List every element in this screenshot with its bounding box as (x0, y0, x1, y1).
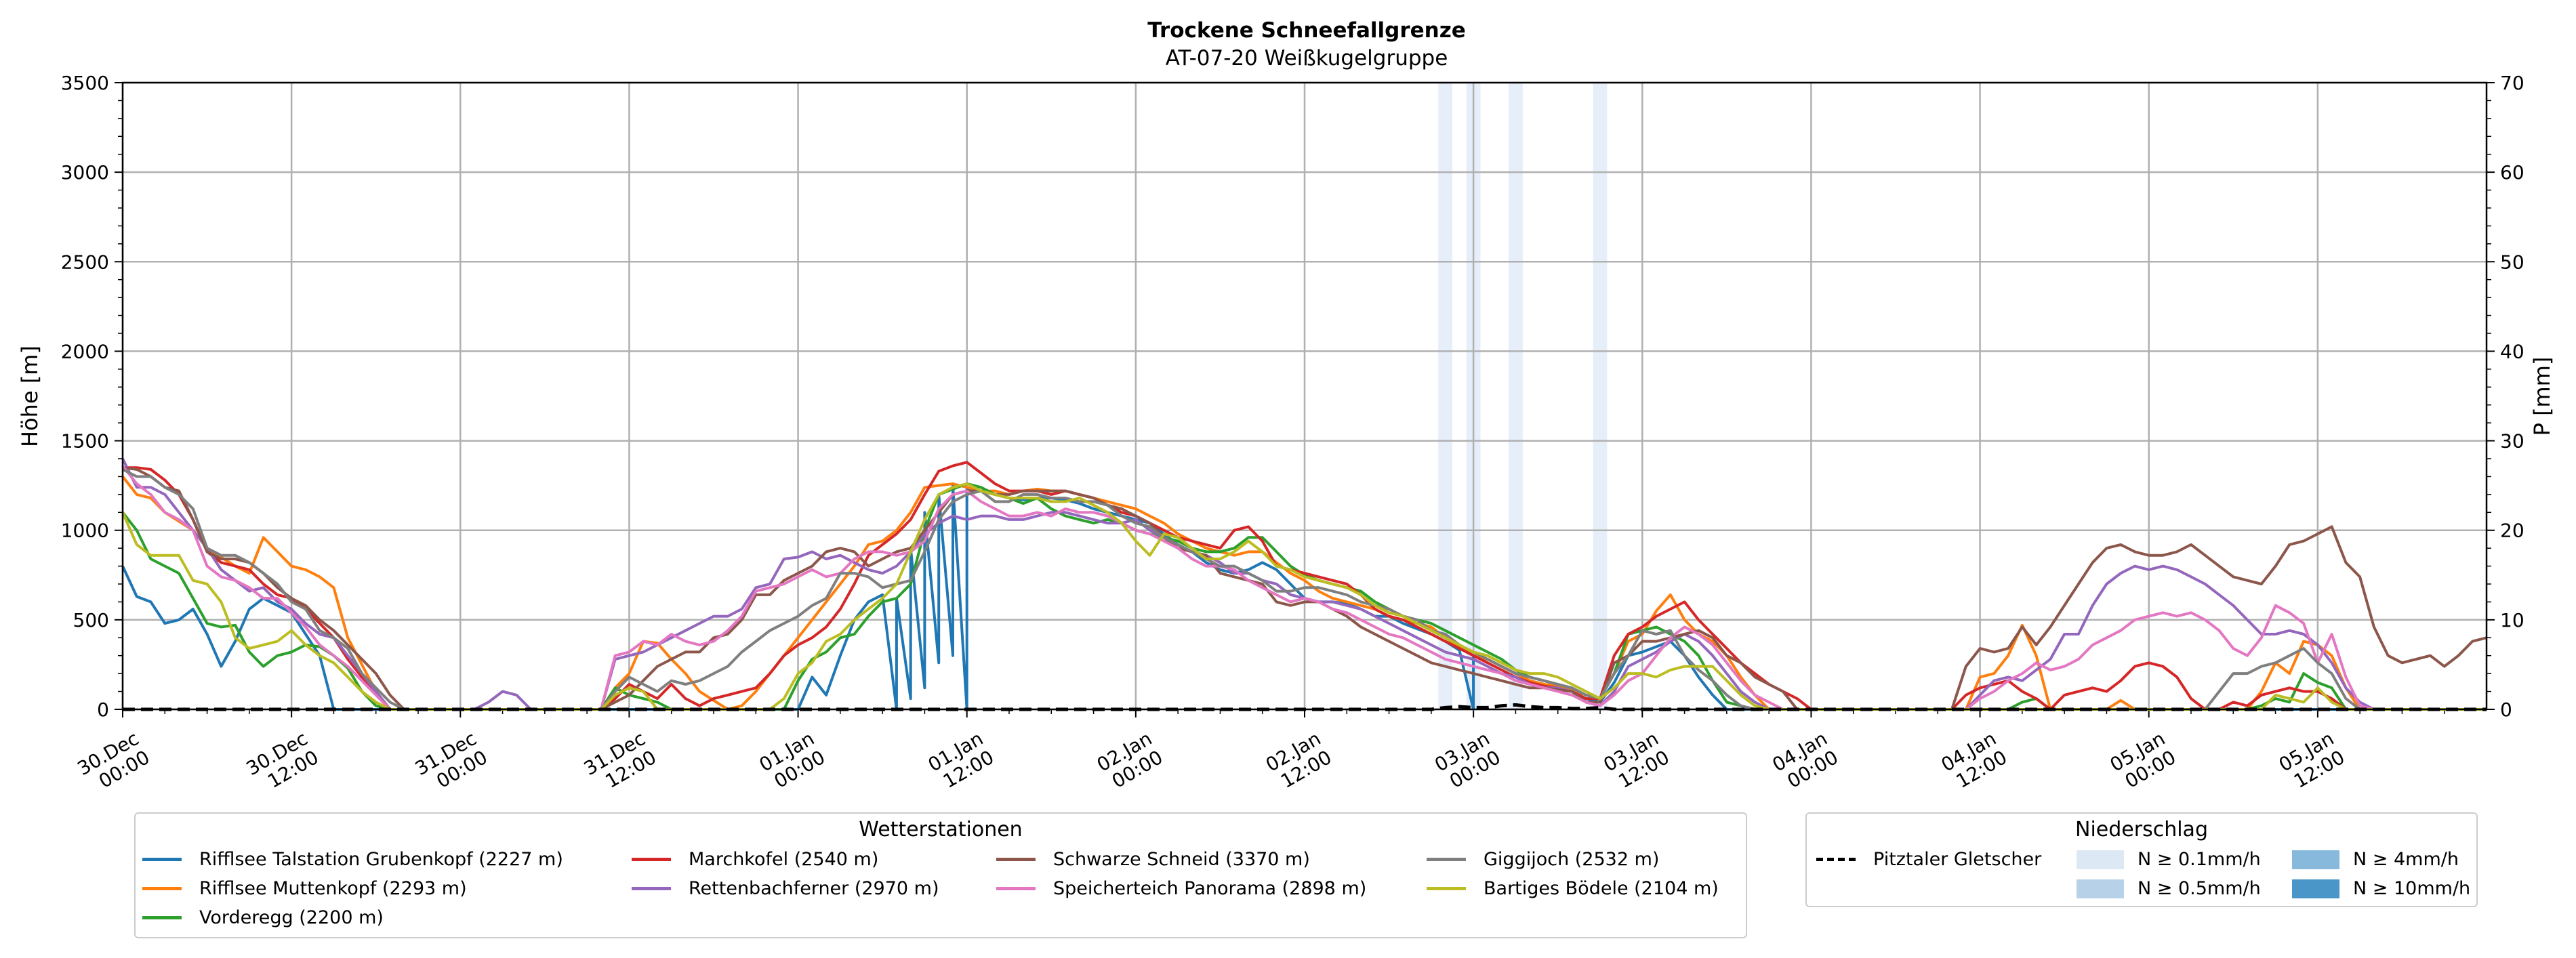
legend-label: Giggijoch (2532 m) (1484, 849, 1660, 870)
legend-label: Rifflsee Muttenkopf (2293 m) (199, 878, 467, 899)
y-tick-label: 2500 (61, 251, 109, 273)
legend-entry: N ≥ 0.5mm/h (2077, 878, 2261, 899)
y-tick-label: 3000 (61, 161, 109, 184)
legend-label: Rettenbachferner (2970 m) (689, 878, 939, 899)
y-tick-label: 500 (73, 609, 109, 631)
legend-entry: Rifflsee Talstation Grubenkopf (2227 m) (142, 849, 563, 870)
x-tick-label: 03.Jan00:00 (1431, 727, 1504, 795)
precip-line (123, 703, 2487, 711)
legend-entry: Speicherteich Panorama (2898 m) (996, 878, 1366, 899)
legend-label: Vorderegg (2200 m) (199, 907, 384, 928)
y-tick-label: 2000 (61, 340, 109, 362)
x-tick-label: 01.Jan12:00 (924, 727, 998, 795)
x-tick-label: 02.Jan00:00 (1093, 727, 1166, 795)
legend-label: Bartiges Bödele (2104 m) (1484, 878, 1719, 899)
legend-label: Rifflsee Talstation Grubenkopf (2227 m) (199, 849, 563, 870)
x-tick-label: 05.Jan12:00 (2275, 727, 2348, 795)
series-line (121, 482, 2487, 711)
y2-axis-label: P [mm] (2529, 357, 2555, 436)
precip-band (1593, 83, 1608, 709)
x-tick-label: 04.Jan00:00 (1768, 727, 1841, 795)
legend-line-swatch (996, 887, 1036, 890)
y2-tick-label: 10 (2500, 609, 2524, 631)
x-tick-label: 03.Jan12:00 (1599, 727, 1673, 795)
legend-line-swatch (632, 887, 671, 890)
legend-entry: Marchkofel (2540 m) (632, 849, 878, 870)
legend-entry: Vorderegg (2200 m) (142, 907, 384, 928)
y2-tick-label: 30 (2500, 430, 2524, 453)
series-line (122, 468, 2487, 711)
legend-swatch (2077, 879, 2124, 898)
legend-stations: Wetterstationen Rifflsee Talstation Grub… (134, 812, 1747, 938)
legend-stations-title: Wetterstationen (859, 818, 1023, 841)
legend-swatch (2077, 850, 2124, 869)
chart-title: Trockene Schneefallgrenze (1147, 18, 1466, 43)
x-tick-label: 31.Dec12:00 (580, 727, 660, 799)
y2-tick-label: 40 (2500, 340, 2524, 362)
legend-dashed-swatch (1816, 858, 1856, 861)
legend-entry: Rettenbachferner (2970 m) (632, 878, 939, 899)
y2-tick-label: 50 (2500, 251, 2524, 273)
legend-label: Speicherteich Panorama (2898 m) (1053, 878, 1367, 899)
legend-entry: Bartiges Bödele (2104 m) (1427, 878, 1719, 899)
y2-tick-label: 0 (2500, 699, 2512, 721)
legend-entry: N ≥ 4mm/h (2292, 849, 2459, 870)
chart-subtitle: AT-07-20 Weißkugelgruppe (1166, 46, 1448, 70)
legend-swatch (2292, 850, 2339, 869)
legend-line-swatch (142, 887, 182, 890)
legend-swatch (2292, 879, 2339, 898)
y-tick-label: 3500 (61, 72, 109, 94)
legend-line-swatch (1427, 887, 1466, 890)
legend-line-swatch (996, 858, 1036, 861)
x-tick-label: 31.Dec00:00 (411, 727, 491, 799)
legend-line-swatch (1427, 858, 1466, 861)
series-line (121, 465, 2487, 711)
legend-label: Pitztaler Gletscher (1873, 849, 2042, 870)
legend-entry: Pitztaler Gletscher (1816, 849, 2041, 870)
legend-entry: Giggijoch (2532 m) (1427, 849, 1659, 870)
legend-label: Schwarze Schneid (3370 m) (1053, 849, 1310, 870)
legend-label: N ≥ 10mm/h (2353, 878, 2471, 899)
legend-precip-title: Niederschlag (2075, 818, 2208, 841)
x-tick-label: 30.Dec12:00 (243, 727, 323, 799)
x-tick-label: 02.Jan12:00 (1262, 727, 1335, 795)
precip-band (1509, 83, 1523, 709)
legend-label: N ≥ 0.5mm/h (2138, 878, 2261, 899)
y-tick-label: 0 (97, 699, 109, 721)
x-tick-label: 05.Jan00:00 (2106, 727, 2180, 795)
x-tick-label: 04.Jan12:00 (1938, 727, 2011, 795)
legend-entry: Schwarze Schneid (3370 m) (996, 849, 1310, 870)
legend-label: N ≥ 0.1mm/h (2138, 849, 2261, 870)
y2-tick-label: 60 (2500, 161, 2524, 184)
legend-entry: N ≥ 0.1mm/h (2077, 849, 2261, 870)
series-line (121, 482, 2487, 711)
y-axis-label: Höhe [m] (17, 346, 43, 447)
legend-entry: Rifflsee Muttenkopf (2293 m) (142, 878, 467, 899)
precip-band (1438, 83, 1452, 709)
legend-label: Marchkofel (2540 m) (689, 849, 879, 870)
plot-frame (121, 81, 2488, 711)
y-tick-label: 1500 (61, 430, 109, 453)
legend-line-swatch (632, 858, 671, 861)
x-tick-label: 01.Jan00:00 (756, 727, 829, 795)
legend-entry: N ≥ 10mm/h (2292, 878, 2470, 899)
legend-label: N ≥ 4mm/h (2353, 849, 2459, 870)
x-tick-label: 30.Dec00:00 (74, 727, 154, 799)
y-tick-label: 1000 (61, 520, 109, 542)
y2-tick-label: 20 (2500, 520, 2524, 542)
y2-tick-label: 70 (2500, 72, 2524, 94)
legend-line-swatch (142, 858, 182, 861)
legend-precip: Niederschlag Pitztaler Gletscher N ≥ 0.1… (1805, 812, 2478, 907)
legend-line-swatch (142, 916, 182, 919)
